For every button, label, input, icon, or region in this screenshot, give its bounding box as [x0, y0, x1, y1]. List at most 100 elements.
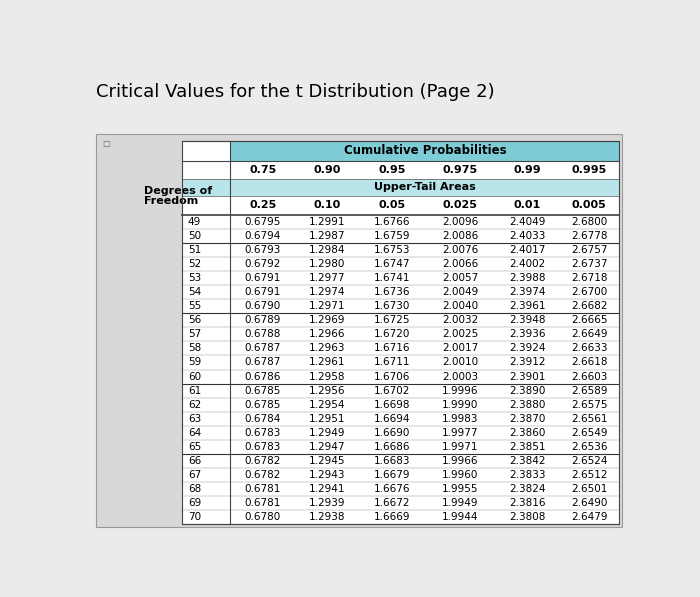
Text: 2.3880: 2.3880 — [509, 400, 545, 410]
Bar — [183, 384, 619, 398]
Text: 2.6665: 2.6665 — [570, 315, 608, 325]
Text: 1.6741: 1.6741 — [374, 273, 410, 283]
Text: 1.2941: 1.2941 — [309, 484, 346, 494]
Text: 0.6789: 0.6789 — [244, 315, 281, 325]
Text: 0.6791: 0.6791 — [244, 287, 281, 297]
Text: 70: 70 — [188, 512, 201, 522]
Text: 0.6790: 0.6790 — [245, 301, 281, 311]
Text: 2.3833: 2.3833 — [509, 470, 545, 480]
Text: 2.0057: 2.0057 — [442, 273, 478, 283]
Text: 2.0096: 2.0096 — [442, 217, 478, 227]
Text: 1.2945: 1.2945 — [309, 456, 346, 466]
Text: 0.6792: 0.6792 — [244, 259, 281, 269]
Text: Critical Values for the t Distribution (Page 2): Critical Values for the t Distribution (… — [96, 83, 494, 101]
Text: 2.6575: 2.6575 — [570, 400, 608, 410]
Text: 2.6501: 2.6501 — [570, 484, 607, 494]
Text: 0.6787: 0.6787 — [244, 343, 281, 353]
Text: 1.6706: 1.6706 — [374, 371, 410, 381]
Text: Cumulative Probabilities: Cumulative Probabilities — [344, 144, 506, 158]
Text: 0.975: 0.975 — [442, 165, 477, 175]
Bar — [183, 257, 619, 271]
Bar — [183, 468, 619, 482]
Text: 2.0086: 2.0086 — [442, 230, 478, 241]
Bar — [183, 454, 619, 468]
Text: 0.6781: 0.6781 — [244, 498, 281, 508]
Text: 67: 67 — [188, 470, 201, 480]
Text: 53: 53 — [188, 273, 201, 283]
Text: 2.6737: 2.6737 — [570, 259, 608, 269]
Bar — [183, 140, 230, 161]
Text: 1.2954: 1.2954 — [309, 400, 346, 410]
Text: 2.3901: 2.3901 — [509, 371, 545, 381]
Text: 0.6782: 0.6782 — [244, 456, 281, 466]
Text: 1.9944: 1.9944 — [442, 512, 478, 522]
Text: 0.6791: 0.6791 — [244, 273, 281, 283]
Bar — [183, 196, 619, 214]
Text: 57: 57 — [188, 330, 201, 339]
Text: 2.3961: 2.3961 — [509, 301, 545, 311]
Text: 2.0017: 2.0017 — [442, 343, 478, 353]
Text: 1.2991: 1.2991 — [309, 217, 346, 227]
Text: 0.05: 0.05 — [379, 201, 405, 210]
Text: 49: 49 — [188, 217, 201, 227]
Bar — [183, 327, 619, 341]
Bar — [183, 496, 619, 510]
Text: 0.6782: 0.6782 — [244, 470, 281, 480]
Text: 2.3842: 2.3842 — [509, 456, 545, 466]
Text: 2.6524: 2.6524 — [570, 456, 608, 466]
Text: □: □ — [102, 139, 110, 148]
Text: 1.9996: 1.9996 — [442, 386, 478, 396]
Text: 2.6800: 2.6800 — [571, 217, 607, 227]
Bar — [183, 426, 619, 440]
Text: 2.6682: 2.6682 — [570, 301, 608, 311]
Text: 2.6512: 2.6512 — [570, 470, 608, 480]
Text: 1.6702: 1.6702 — [374, 386, 410, 396]
Text: 2.3988: 2.3988 — [509, 273, 545, 283]
Text: 1.6753: 1.6753 — [374, 245, 410, 255]
Text: 1.6711: 1.6711 — [374, 358, 410, 368]
Text: 1.2943: 1.2943 — [309, 470, 346, 480]
Bar — [183, 370, 619, 384]
Text: 0.6785: 0.6785 — [244, 400, 281, 410]
Text: 0.6786: 0.6786 — [244, 371, 281, 381]
Text: 2.4017: 2.4017 — [509, 245, 545, 255]
Text: 2.3936: 2.3936 — [509, 330, 545, 339]
Text: 0.25: 0.25 — [249, 201, 276, 210]
Text: 0.01: 0.01 — [514, 201, 541, 210]
Text: 2.6649: 2.6649 — [570, 330, 608, 339]
Bar — [183, 313, 619, 327]
Text: 1.2987: 1.2987 — [309, 230, 346, 241]
Bar — [183, 179, 619, 196]
Text: 2.6618: 2.6618 — [570, 358, 608, 368]
Text: 63: 63 — [188, 414, 201, 424]
Text: 2.3870: 2.3870 — [509, 414, 545, 424]
Text: 2.4049: 2.4049 — [509, 217, 545, 227]
Text: 1.2961: 1.2961 — [309, 358, 346, 368]
Bar — [183, 510, 619, 524]
Text: 1.6698: 1.6698 — [374, 400, 410, 410]
Text: 66: 66 — [188, 456, 201, 466]
Text: 2.3808: 2.3808 — [509, 512, 545, 522]
Text: 1.9949: 1.9949 — [442, 498, 478, 508]
Text: 2.3974: 2.3974 — [509, 287, 545, 297]
Text: 2.0032: 2.0032 — [442, 315, 478, 325]
Text: 2.4033: 2.4033 — [509, 230, 545, 241]
Text: 65: 65 — [188, 442, 201, 452]
Text: 2.3851: 2.3851 — [509, 442, 545, 452]
Text: 0.99: 0.99 — [513, 165, 541, 175]
Text: 2.3924: 2.3924 — [509, 343, 545, 353]
Text: 1.6730: 1.6730 — [374, 301, 410, 311]
Text: 1.2966: 1.2966 — [309, 330, 346, 339]
Text: 1.2980: 1.2980 — [309, 259, 346, 269]
Text: 50: 50 — [188, 230, 201, 241]
Text: 2.6718: 2.6718 — [570, 273, 608, 283]
Text: 1.9960: 1.9960 — [442, 470, 478, 480]
Text: 0.6784: 0.6784 — [244, 414, 281, 424]
Text: 1.2949: 1.2949 — [309, 428, 346, 438]
Text: 1.6747: 1.6747 — [374, 259, 410, 269]
Text: 0.90: 0.90 — [314, 165, 341, 175]
Text: 2.0066: 2.0066 — [442, 259, 478, 269]
Text: 2.3948: 2.3948 — [509, 315, 545, 325]
Text: 0.6781: 0.6781 — [244, 484, 281, 494]
Text: Degrees of: Degrees of — [144, 186, 213, 196]
